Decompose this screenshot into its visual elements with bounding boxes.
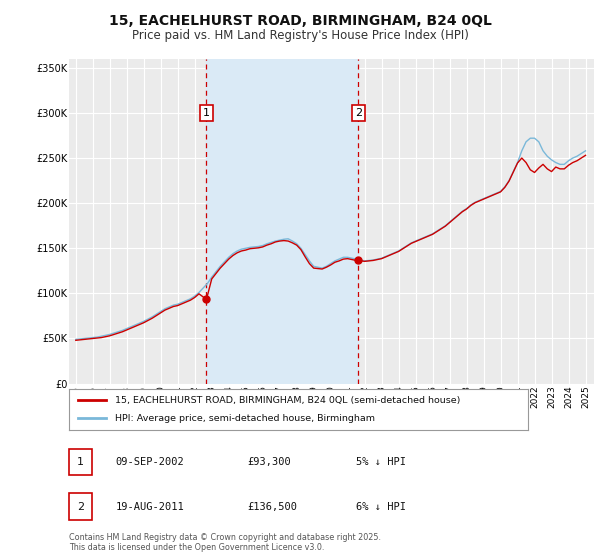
Text: £93,300: £93,300 (248, 457, 292, 467)
Text: 2: 2 (77, 502, 84, 512)
Text: This data is licensed under the Open Government Licence v3.0.: This data is licensed under the Open Gov… (69, 543, 325, 552)
Text: £136,500: £136,500 (248, 502, 298, 512)
Text: 15, EACHELHURST ROAD, BIRMINGHAM, B24 0QL (semi-detached house): 15, EACHELHURST ROAD, BIRMINGHAM, B24 0Q… (115, 396, 460, 405)
Text: 15, EACHELHURST ROAD, BIRMINGHAM, B24 0QL: 15, EACHELHURST ROAD, BIRMINGHAM, B24 0Q… (109, 14, 491, 28)
Text: 6% ↓ HPI: 6% ↓ HPI (356, 502, 406, 512)
Text: 1: 1 (203, 108, 210, 118)
Text: HPI: Average price, semi-detached house, Birmingham: HPI: Average price, semi-detached house,… (115, 414, 375, 423)
Text: 19-AUG-2011: 19-AUG-2011 (116, 502, 185, 512)
Text: Price paid vs. HM Land Registry's House Price Index (HPI): Price paid vs. HM Land Registry's House … (131, 29, 469, 42)
Bar (206, 59, 358, 384)
Text: 1: 1 (77, 457, 84, 467)
Text: 5% ↓ HPI: 5% ↓ HPI (356, 457, 406, 467)
Text: 09-SEP-2002: 09-SEP-2002 (116, 457, 185, 467)
Text: Contains HM Land Registry data © Crown copyright and database right 2025.: Contains HM Land Registry data © Crown c… (69, 533, 381, 542)
Text: 2: 2 (355, 108, 362, 118)
